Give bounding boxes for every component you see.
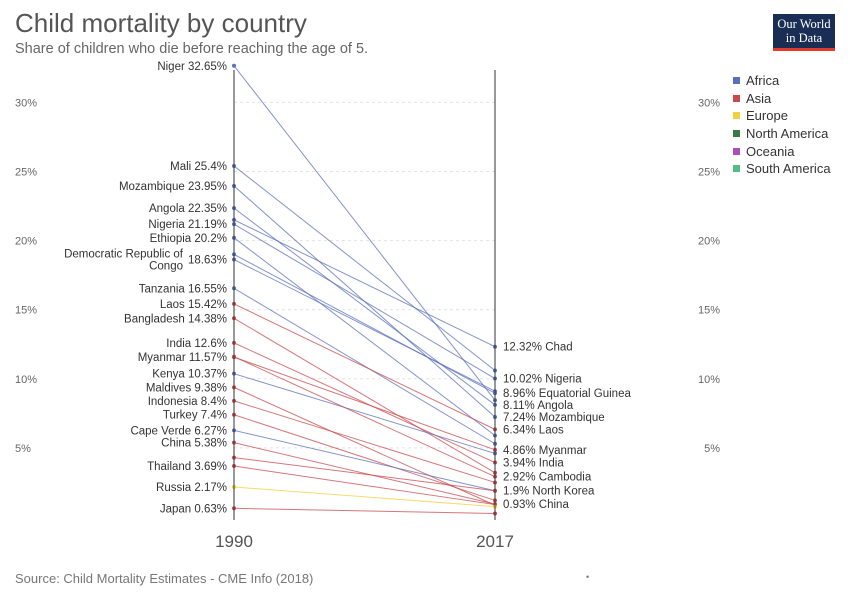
series-line[interactable]: [233, 373, 496, 454]
chart-subtitle: Share of children who die before reachin…: [15, 41, 369, 57]
series-line[interactable]: [233, 219, 496, 348]
y-tick-left: 25%: [15, 167, 37, 179]
series-line[interactable]: [233, 259, 496, 392]
owid-logo[interactable]: Our World in Data: [773, 14, 835, 51]
series-line[interactable]: [233, 457, 496, 492]
label-1990: Mozambique 23.95%: [119, 181, 227, 193]
y-tick-left: 5%: [15, 443, 31, 455]
series-line[interactable]: [233, 429, 496, 492]
series-line[interactable]: [233, 400, 496, 483]
series-line[interactable]: [233, 287, 496, 445]
label-1990: Ethiopia 20.2%: [150, 233, 227, 245]
label-1990: India 12.6%: [166, 338, 227, 350]
legend-swatch: [733, 112, 740, 120]
label-1990: Maldives 9.38%: [146, 382, 227, 394]
series-line[interactable]: [233, 237, 496, 436]
series-line[interactable]: [233, 342, 496, 464]
series-line[interactable]: [233, 465, 496, 506]
label-1990: Tanzania 16.55%: [139, 283, 227, 295]
legend-swatch: [733, 94, 740, 102]
label-1990: Angola 22.35%: [149, 203, 227, 215]
label-2017: 1.9% North Korea: [503, 486, 595, 498]
label-1990: Kenya 10.37%: [152, 369, 227, 381]
series-line[interactable]: [233, 356, 496, 478]
legend-item[interactable]: Oceania: [733, 142, 831, 160]
label-1990: Mali 25.4%: [170, 161, 227, 173]
label-1990-line1: Democratic Republic of: [64, 249, 184, 261]
legend-swatch: [733, 165, 740, 173]
series-line[interactable]: [233, 356, 496, 451]
legend-item[interactable]: South America: [733, 160, 831, 178]
series-line[interactable]: [233, 442, 496, 505]
label-1990: Bangladesh 14.38%: [124, 313, 227, 325]
series-line[interactable]: [233, 223, 496, 379]
legend-item[interactable]: Asia: [733, 90, 831, 108]
legend-label: Africa: [746, 73, 780, 89]
label-1990: Indonesia 8.4%: [148, 396, 227, 408]
label-2017: 2.92% Cambodia: [503, 472, 592, 484]
label-2017: 12.32% Chad: [503, 342, 573, 354]
y-tick-right: 5%: [704, 443, 720, 455]
series-line[interactable]: [233, 507, 496, 515]
label-1990: Myanmar 11.57%: [138, 352, 227, 364]
x-label-2017: 2017: [476, 532, 514, 551]
legend-swatch: [733, 77, 740, 85]
series-line[interactable]: [233, 303, 496, 430]
legend-item[interactable]: Europe: [733, 107, 831, 125]
legend-label: Europe: [746, 108, 788, 124]
footer-dot: •: [586, 572, 590, 582]
label-1990-line2: Congo: [149, 261, 183, 273]
label-1990: Nigeria 21.19%: [148, 219, 227, 231]
label-2017: 8.11% Angola: [503, 400, 574, 412]
y-tick-right: 25%: [698, 167, 720, 179]
y-tick-right: 30%: [698, 97, 720, 109]
y-tick-right: 20%: [698, 236, 720, 248]
series-line[interactable]: [233, 65, 496, 401]
series-line[interactable]: [233, 414, 496, 501]
y-tick-left: 20%: [15, 236, 37, 248]
series-line[interactable]: [233, 486, 496, 508]
label-1990: Thailand 3.69%: [147, 461, 227, 473]
label-2017: 8.96% Equatorial Guinea: [503, 388, 631, 400]
source-note: Source: Child Mortality Estimates - CME …: [15, 571, 314, 586]
y-tick-right: 15%: [698, 305, 720, 317]
legend-label: South America: [746, 161, 831, 177]
label-1990: China 5.38%: [161, 438, 227, 450]
legend-label: Oceania: [746, 143, 795, 159]
point-1990: [232, 63, 236, 68]
y-tick-left: 10%: [15, 374, 37, 386]
label-1990: Cape Verde 6.27%: [130, 425, 227, 437]
chart-title: Child mortality by country: [15, 8, 307, 38]
y-tick-left: 15%: [15, 305, 37, 317]
label-1990: Russia 2.17%: [156, 482, 227, 494]
legend-label: North America: [746, 126, 829, 142]
x-label-1990: 1990: [215, 532, 253, 551]
label-1990: Laos 15.42%: [160, 299, 227, 311]
label-2017: 0.93% China: [503, 499, 569, 511]
legend-item[interactable]: North America: [733, 125, 831, 143]
logo-line-1: Our World: [777, 17, 831, 31]
series-line[interactable]: [233, 207, 496, 406]
label-2017: 7.24% Mozambique: [503, 412, 605, 424]
label-2017: 3.94% India: [503, 458, 564, 470]
label-1990: Turkey 7.4%: [163, 410, 227, 422]
label-2017: 4.86% Myanmar: [503, 445, 587, 457]
y-tick-left: 30%: [15, 97, 37, 109]
series-line[interactable]: [233, 253, 496, 394]
label-1990: Niger 32.65%: [157, 61, 227, 73]
y-tick-right: 10%: [698, 374, 720, 386]
legend-item[interactable]: Africa: [733, 72, 831, 90]
label-2017: 10.02% Nigeria: [503, 374, 582, 386]
legend-label: Asia: [746, 90, 772, 106]
label-2017: 6.34% Laos: [503, 424, 564, 436]
legend: Africa Asia Europe North America Oceania Sout…: [733, 72, 831, 178]
logo-line-2: in Data: [785, 31, 823, 45]
label-1990: Japan 0.63%: [160, 503, 227, 515]
legend-swatch: [733, 130, 740, 138]
legend-swatch: [733, 147, 740, 155]
series-line[interactable]: [233, 165, 496, 371]
label-1990-pct: 18.63%: [188, 255, 227, 267]
series-line[interactable]: [233, 317, 496, 474]
